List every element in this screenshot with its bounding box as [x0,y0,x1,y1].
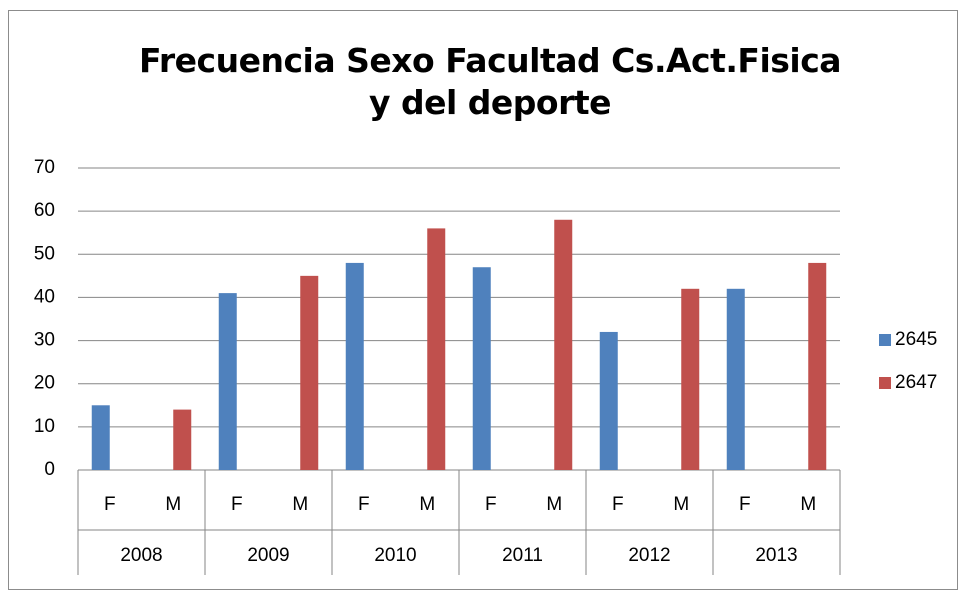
bar [173,409,192,470]
group-label: 2010 [374,545,416,566]
group-label: 2012 [628,545,670,566]
bar [218,293,237,470]
x-tick-label: M [546,494,562,515]
group-label: 2009 [247,545,289,566]
y-tick-label: 40 [34,286,55,307]
bar [472,267,491,470]
y-tick-label: 30 [34,330,55,351]
legend-label: 2645 [895,329,937,350]
x-tick-label: F [739,494,751,515]
bar [300,275,319,470]
chart-title: Frecuencia Sexo Facultad Cs.Act.Fisica y… [138,41,842,122]
x-tick-label: M [800,494,816,515]
x-tick-label: F [485,494,497,515]
x-tick-label: M [165,494,181,515]
bar [681,288,700,470]
x-tick-label: F [358,494,370,515]
y-tick-label: 0 [44,459,55,480]
y-tick-label: 10 [34,416,55,437]
y-tick-label: 20 [34,373,55,394]
legend-label: 2647 [895,372,937,393]
y-tick-label: 50 [34,243,55,264]
x-tick-label: F [231,494,243,515]
x-tick-label: M [292,494,308,515]
bar [427,228,446,470]
legend-swatch [879,334,891,346]
legend-swatch [879,377,891,389]
bar [345,262,364,470]
y-tick-label: 60 [34,200,55,221]
x-tick-label: M [673,494,689,515]
bar [726,288,745,470]
x-tick-label: F [612,494,624,515]
group-label: 2011 [502,545,543,566]
group-label: 2013 [755,545,797,566]
bar [554,219,573,470]
group-label: 2008 [120,545,162,566]
bar [91,405,110,470]
bar [808,262,827,470]
y-tick-label: 70 [34,157,55,178]
x-tick-label: F [104,494,116,515]
x-tick-label: M [419,494,435,515]
bar [599,331,618,470]
